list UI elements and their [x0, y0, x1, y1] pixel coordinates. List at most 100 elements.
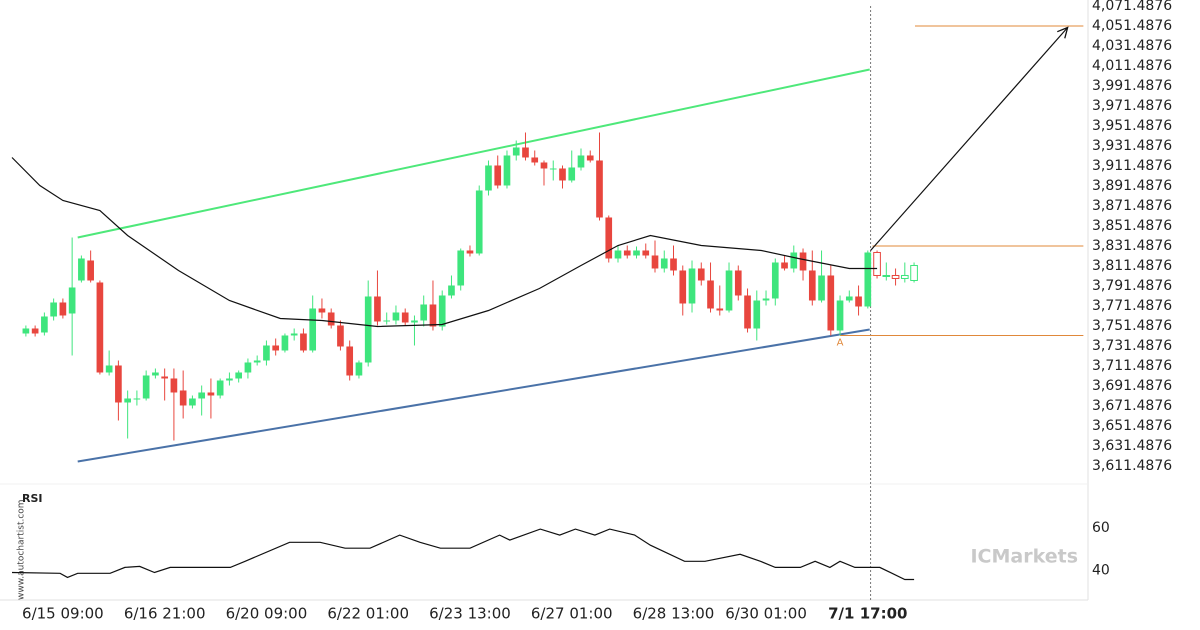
y-tick-label: 3,811.4876 [1092, 258, 1172, 274]
candle-body [78, 258, 85, 281]
candle-body [253, 360, 261, 363]
y-tick-label: 3,891.4876 [1092, 178, 1172, 194]
candle-body [549, 168, 557, 170]
candle-body [605, 217, 613, 259]
candle-body [318, 308, 326, 313]
y-tick-label: 3,751.4876 [1092, 318, 1172, 334]
candle-body [864, 252, 872, 307]
x-tick-label: 6/23 13:00 [429, 605, 511, 623]
y-tick-label: 4,031.4876 [1092, 38, 1172, 54]
y-tick-label: 3,711.4876 [1092, 358, 1172, 374]
candle-body [327, 312, 335, 326]
candle-body [753, 300, 761, 329]
y-tick-label: 4,051.4876 [1092, 18, 1172, 34]
candle-body [660, 258, 668, 269]
candle-body [725, 270, 733, 311]
candle-body [170, 378, 178, 393]
candle-body [623, 250, 631, 256]
x-tick-label: 6/15 09:00 [22, 605, 104, 623]
candle-body [438, 295, 446, 327]
candle-body [716, 308, 724, 311]
y-tick-label: 3,671.4876 [1092, 398, 1172, 414]
candle-body [59, 302, 67, 316]
rsi-tick-label: 60 [1092, 520, 1110, 536]
candle-body [87, 260, 94, 281]
candle-body [799, 252, 807, 271]
candle-body [50, 302, 57, 317]
x-tick-label: 6/27 01:00 [531, 605, 613, 623]
candle-body [642, 250, 650, 256]
candle-body [707, 280, 714, 309]
candle-body [457, 250, 465, 286]
candle-body [633, 250, 640, 256]
y-tick-label: 3,791.4876 [1092, 278, 1172, 294]
candle-body [781, 262, 788, 269]
x-tick-label: 6/16 21:00 [124, 605, 206, 623]
y-tick-label: 3,831.4876 [1092, 238, 1172, 254]
y-tick-label: 3,731.4876 [1092, 338, 1172, 354]
candle-body [559, 168, 566, 181]
candle-body [235, 372, 243, 379]
candle-body [300, 333, 307, 351]
y-tick-label: 4,011.4876 [1092, 58, 1172, 74]
candle-body [614, 250, 622, 259]
candle-body [272, 345, 280, 351]
candle-body [411, 320, 418, 323]
y-tick-label: 3,771.4876 [1092, 298, 1172, 314]
candle-body [198, 392, 205, 399]
y-tick-label: 3,651.4876 [1092, 418, 1172, 434]
brand-logo: ICMarkets [970, 546, 1078, 568]
candle-body [651, 255, 659, 269]
upper-trendline [77, 68, 870, 239]
candle-body [818, 275, 825, 301]
candle-body [670, 258, 677, 271]
candle-body [207, 392, 215, 396]
rsi-title: RSI [22, 492, 43, 505]
y-tick-label: 3,971.4876 [1092, 98, 1172, 114]
candle-body [161, 376, 168, 379]
candle-body [142, 375, 150, 399]
candle-body [734, 270, 742, 296]
moving-average [11, 157, 878, 328]
rsi-tick-label: 40 [1092, 562, 1110, 578]
candle-body [512, 147, 520, 156]
y-tick-label: 3,871.4876 [1092, 198, 1172, 214]
candle-body [522, 147, 529, 158]
candle-body [364, 296, 372, 363]
candle-body [429, 304, 437, 327]
candle-body [679, 270, 687, 304]
candle-body [337, 325, 344, 347]
candle-body [226, 378, 233, 381]
candle-body [771, 262, 779, 299]
x-tick-label: 6/28 13:00 [633, 605, 715, 623]
lower-trendline [77, 328, 870, 463]
candle-body [41, 316, 48, 333]
candle-body [475, 190, 483, 254]
candle-body [790, 252, 798, 269]
candle-body [762, 298, 770, 301]
candle-body [808, 270, 816, 301]
candle-body [392, 312, 400, 321]
candle-body [910, 264, 918, 281]
candle-body [346, 346, 354, 376]
candle-body [244, 362, 252, 373]
candle-body [290, 333, 298, 336]
candle-body [577, 155, 585, 168]
candle-body [355, 362, 363, 376]
y-tick-label: 3,691.4876 [1092, 378, 1172, 394]
candle-body [152, 372, 159, 376]
candle-body [855, 296, 862, 307]
candle-body [31, 328, 39, 334]
candle-body [281, 335, 289, 351]
y-tick-label: 4,071.4876 [1092, 0, 1172, 14]
candle-body [540, 162, 548, 169]
candle-body [485, 165, 492, 191]
candle-body [216, 380, 224, 396]
candle-body [22, 328, 30, 334]
x-tick-label: 7/1 17:00 [828, 605, 907, 623]
y-tick-label: 3,931.4876 [1092, 138, 1172, 154]
candle-body [189, 398, 196, 406]
candle-body [568, 167, 576, 181]
candle-body [845, 296, 853, 301]
candle-body [420, 304, 428, 321]
